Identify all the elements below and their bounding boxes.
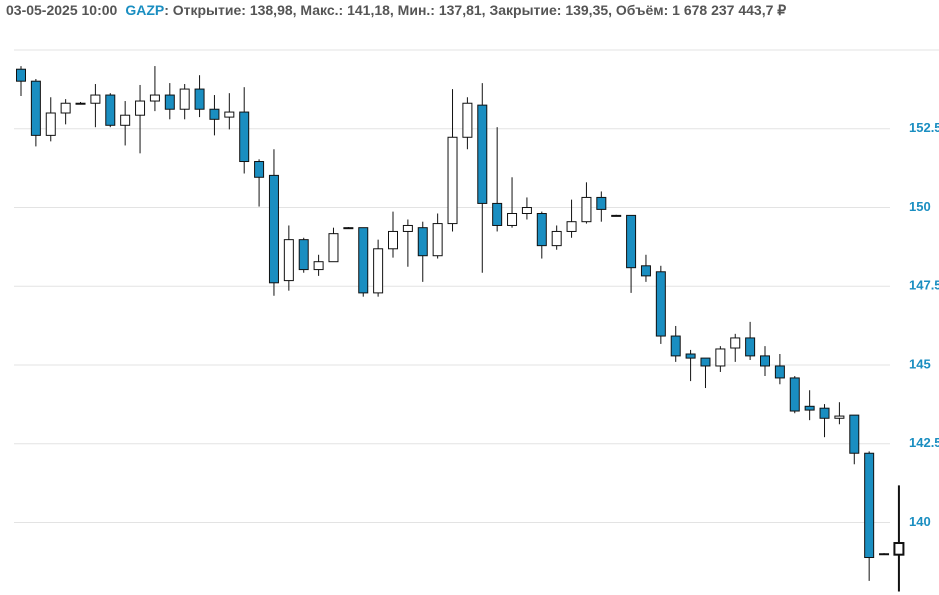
candle-body	[298, 239, 309, 271]
candle-body	[462, 102, 473, 138]
candle-body	[611, 214, 622, 217]
candle-body	[849, 414, 860, 454]
candle-body	[45, 112, 56, 136]
candle-body	[75, 102, 86, 105]
candle-body	[834, 415, 845, 419]
y-tick-label: 140	[909, 514, 931, 529]
candle-body	[16, 68, 26, 82]
candle-body	[30, 80, 41, 136]
candle-body	[507, 213, 518, 226]
candle-body	[358, 227, 369, 294]
candle-body	[745, 337, 756, 357]
candle-body	[179, 88, 190, 110]
y-tick-label: 142.5	[909, 435, 939, 450]
candle-body	[268, 174, 279, 284]
candle-body	[760, 355, 770, 367]
candle-body	[254, 161, 265, 178]
candle-body	[581, 196, 592, 223]
candle-body	[819, 407, 830, 419]
candle-body	[432, 223, 443, 257]
candle-body	[209, 108, 220, 120]
candle-body	[224, 111, 235, 118]
datetime: 03-05-2025 10:00	[6, 2, 118, 18]
candle-body	[685, 353, 696, 359]
candle-body	[283, 239, 294, 282]
candle-body	[521, 207, 532, 214]
candle-body	[164, 94, 175, 110]
ticker[interactable]: GAZP	[125, 2, 165, 18]
candle-body	[343, 227, 354, 230]
candle-body	[239, 111, 250, 163]
candle-body	[774, 365, 785, 379]
candle-body	[789, 377, 800, 412]
candle-body	[373, 248, 384, 294]
candle-body	[313, 261, 324, 271]
y-tick-label: 145	[909, 356, 931, 371]
candle-body	[194, 88, 205, 110]
candle-body	[670, 335, 681, 357]
y-tick-label: 152.5	[909, 120, 939, 135]
header: 03-05-2025 10:00 GAZP: Открытие: 138,98, …	[6, 2, 786, 19]
candle-body	[730, 337, 741, 349]
candle-body	[893, 542, 905, 556]
candle-body	[804, 405, 815, 411]
candle-body	[90, 94, 101, 104]
candle-body	[566, 221, 577, 232]
candle-body	[536, 213, 547, 247]
candle-body	[105, 94, 116, 126]
candle-body	[417, 227, 428, 257]
candle-body	[640, 265, 651, 277]
candle-body	[477, 104, 488, 204]
candle-body	[879, 553, 890, 556]
candle-body	[492, 202, 503, 226]
candle-body	[626, 214, 637, 269]
candle-body	[388, 230, 398, 250]
candle-body	[447, 136, 458, 225]
candle-body	[135, 100, 146, 116]
candle-body	[328, 233, 339, 263]
candle-body	[655, 271, 666, 337]
candle-body	[715, 348, 726, 367]
candle-body	[149, 94, 160, 102]
candle-body	[596, 196, 607, 210]
ohlc-info: : Открытие: 138,98, Макс.: 141,18, Мин.:…	[164, 2, 787, 18]
candle-body	[60, 102, 71, 114]
candle-body	[700, 357, 711, 367]
candle-body	[120, 114, 131, 126]
candle-body	[864, 452, 875, 559]
candle-body	[551, 230, 562, 247]
y-tick-label: 147.5	[909, 278, 939, 293]
candle-body	[402, 224, 413, 232]
y-tick-label: 150	[909, 199, 931, 214]
